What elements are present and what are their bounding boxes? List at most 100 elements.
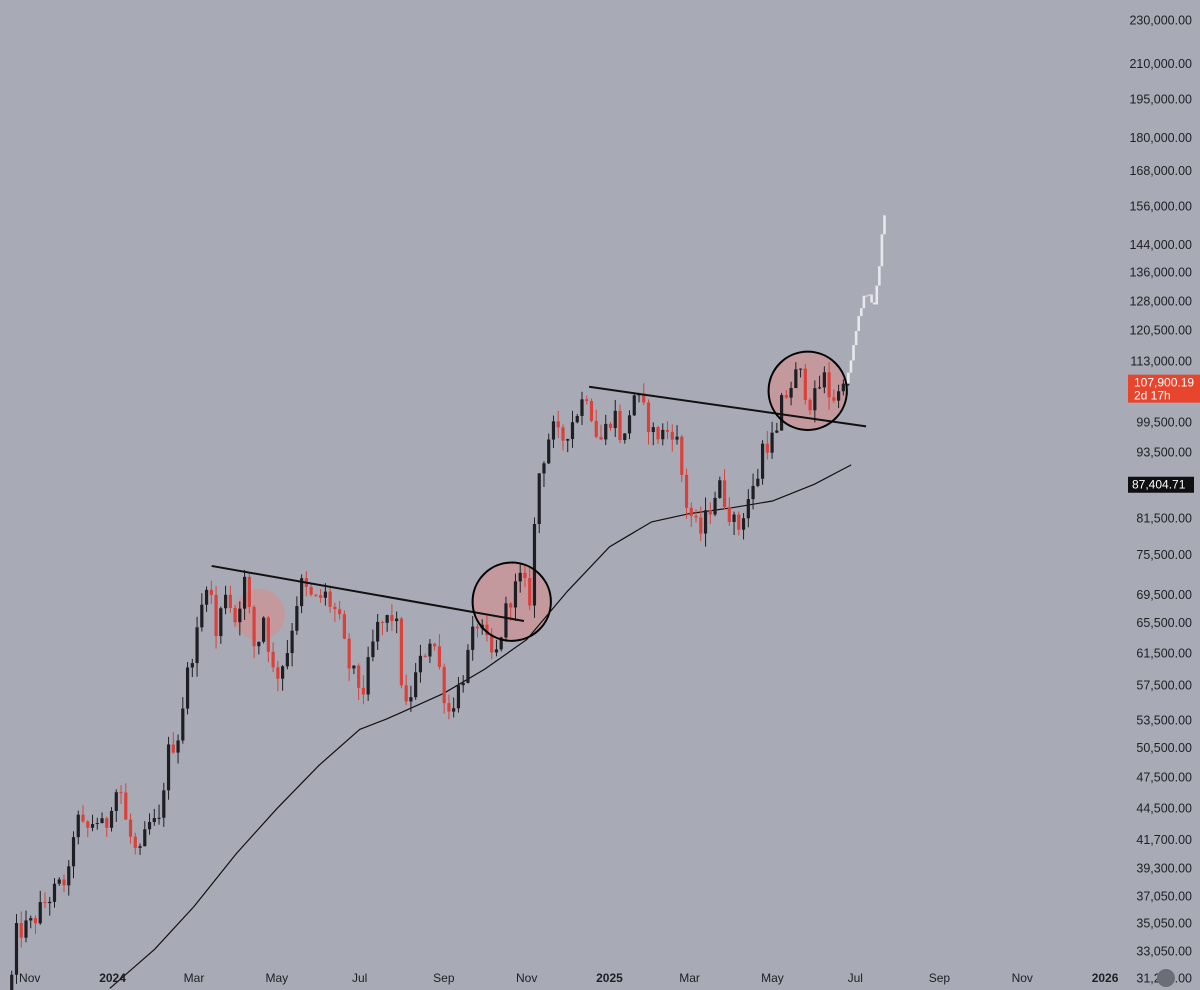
candle-body [14, 923, 19, 975]
candle [466, 644, 470, 684]
candle-body [390, 615, 394, 622]
candle [62, 874, 66, 893]
candle-body [219, 608, 223, 637]
candle [561, 424, 565, 451]
candle [732, 511, 736, 536]
candle-body [642, 393, 646, 403]
candle [670, 424, 674, 452]
candle [152, 808, 156, 826]
projection-candle [862, 295, 866, 309]
candle-body [794, 369, 798, 389]
price-tick-label: 128,000.00 [1129, 295, 1192, 309]
candle-body [414, 672, 418, 698]
candle [542, 461, 546, 487]
candle [395, 611, 399, 634]
candle-body [827, 372, 831, 398]
price-tick-label: 156,000.00 [1129, 200, 1192, 214]
trendline-2[interactable] [588, 385, 867, 428]
projection-candle [852, 345, 855, 361]
price-tick-label: 50,500.00 [1136, 741, 1192, 755]
trendline-1[interactable] [211, 564, 525, 622]
candle [261, 616, 266, 644]
candle [14, 914, 19, 984]
candle-body [261, 617, 266, 642]
candle-body [575, 415, 579, 423]
candle [285, 640, 289, 670]
highlight-outline-3 [767, 350, 848, 431]
candle-body [171, 744, 175, 753]
candle-body [109, 810, 114, 828]
candle-body [784, 395, 788, 398]
settings-icon[interactable] [1157, 969, 1175, 987]
candle-body [718, 480, 722, 498]
candle [775, 422, 779, 434]
candle-body [741, 518, 746, 530]
candle [347, 633, 351, 682]
candle-body [404, 685, 408, 702]
candle-body [395, 618, 399, 622]
candle-body [661, 429, 665, 440]
candle [485, 615, 489, 642]
candle [599, 424, 603, 441]
candle-body [52, 883, 57, 902]
candle-body [627, 415, 632, 434]
candle [114, 789, 118, 822]
candle-body [19, 923, 23, 938]
candle-body [247, 576, 251, 608]
price-tick-label: 180,000.00 [1129, 131, 1192, 145]
candle-body [105, 818, 109, 828]
candle-body [789, 388, 793, 398]
candle [247, 572, 251, 614]
time-axis[interactable]: Nov 2024 Mar May Jul Sep Nov 2025 Mar May Jul Sep No… [19, 969, 1175, 987]
candle [556, 410, 560, 438]
candle [404, 674, 408, 706]
candle-body [347, 638, 351, 669]
candle [357, 663, 361, 701]
price-axis[interactable]: 230,000.00 210,000.00 195,000.00 180,000.00… [1129, 13, 1192, 985]
candle-body [124, 792, 128, 820]
price-tick-label: 136,000.00 [1129, 266, 1192, 280]
candle [433, 642, 437, 651]
candle [257, 641, 261, 655]
candle-body [428, 643, 432, 657]
candle [523, 564, 527, 588]
candle [86, 820, 90, 838]
candle [575, 413, 579, 424]
price-tick-label: 39,300.00 [1136, 861, 1192, 875]
moving-average-badge-bg [1128, 476, 1194, 493]
price-tick-label: 75,500.00 [1136, 548, 1192, 562]
candle-body [547, 439, 551, 464]
projection-candle [865, 295, 868, 297]
candle [765, 430, 769, 460]
candle-body [81, 814, 85, 822]
projection-candle [859, 308, 863, 317]
time-tick-label: 2024 [99, 971, 126, 985]
projection-candle [867, 294, 871, 296]
candle-body [760, 443, 765, 479]
candle [24, 910, 28, 943]
candle-body [841, 383, 845, 392]
current-price-label: 107,900.19 [1134, 376, 1194, 390]
candle-body [152, 818, 156, 823]
price-tick-label: 81,500.00 [1136, 511, 1192, 525]
candle-body [732, 514, 736, 522]
candle [613, 399, 617, 437]
candle-body [551, 421, 556, 440]
candle-body [618, 410, 622, 441]
candle [43, 892, 47, 909]
candle-body [100, 818, 104, 824]
candle-body [223, 594, 228, 609]
candle [214, 586, 218, 649]
candle-body [281, 666, 285, 679]
projection-candle [847, 372, 850, 384]
time-tick-label: Mar [184, 971, 205, 985]
candle-body [466, 649, 470, 683]
candle-body [623, 433, 627, 441]
candle-body [119, 792, 123, 794]
candle-body [494, 649, 499, 653]
candle [252, 605, 256, 659]
candle [418, 644, 423, 683]
candle [52, 878, 57, 908]
candle [646, 399, 651, 445]
